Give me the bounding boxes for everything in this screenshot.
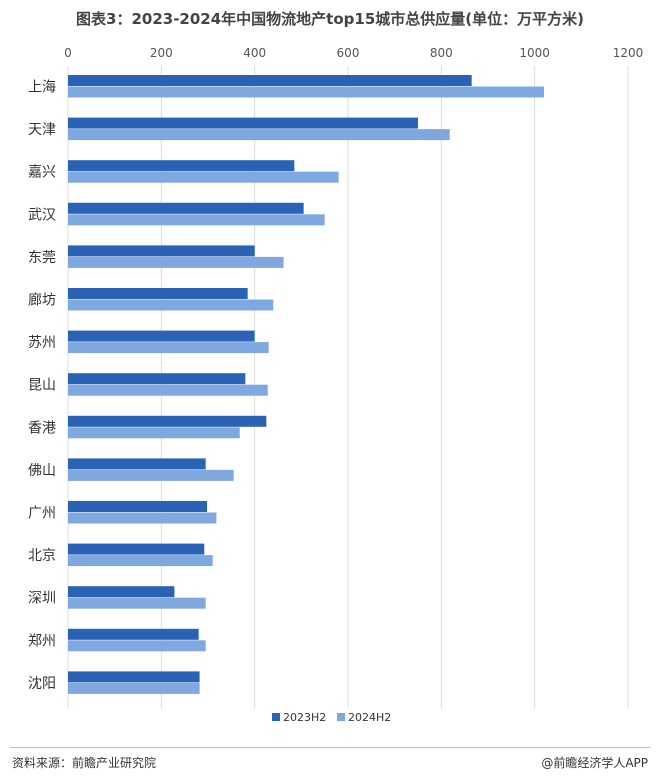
bar-2024H2 xyxy=(68,384,268,396)
bar-2023H2 xyxy=(68,117,418,129)
chart-title: 图表3：2023-2024年中国物流地产top15城市总供应量(单位：万平方米) xyxy=(76,10,584,28)
x-tick-label: 800 xyxy=(430,46,453,60)
bar-2024H2 xyxy=(68,682,200,694)
footer-divider xyxy=(10,747,650,748)
category-label: 东莞 xyxy=(28,250,56,266)
x-tick-label: 200 xyxy=(150,46,173,60)
bar-2023H2 xyxy=(68,245,255,257)
bar-2023H2 xyxy=(68,586,175,598)
bar-2024H2 xyxy=(68,299,274,311)
category-label: 武汉 xyxy=(28,207,56,223)
brand-credit: @前瞻经济学人APP xyxy=(541,756,648,770)
bar-2024H2 xyxy=(68,171,339,183)
bar-2024H2 xyxy=(68,555,213,567)
category-label: 北京 xyxy=(28,548,56,564)
bar-2023H2 xyxy=(68,288,248,299)
bar-2023H2 xyxy=(68,671,200,683)
bar-2024H2 xyxy=(68,256,284,268)
bar-2024H2 xyxy=(68,129,450,141)
category-label: 嘉兴 xyxy=(28,165,56,181)
category-label: 昆山 xyxy=(28,378,56,394)
bar-2023H2 xyxy=(68,330,255,342)
bar-2024H2 xyxy=(68,427,240,439)
bar-2024H2 xyxy=(68,512,217,524)
x-tick-label: 1000 xyxy=(519,46,550,60)
category-label: 郑州 xyxy=(28,633,56,649)
x-tick-label: 600 xyxy=(337,46,360,60)
bar-2024H2 xyxy=(68,597,206,609)
category-label: 天津 xyxy=(28,122,56,138)
legend-label: 2023H2 xyxy=(283,711,326,724)
bar-2024H2 xyxy=(68,342,269,354)
legend-swatch xyxy=(272,713,280,721)
bar-2023H2 xyxy=(68,501,208,512)
category-label: 深圳 xyxy=(28,591,56,607)
x-tick-label: 0 xyxy=(64,46,72,60)
category-label: 佛山 xyxy=(28,463,56,479)
bar-2024H2 xyxy=(68,640,206,652)
bar-2024H2 xyxy=(68,86,544,98)
bar-2023H2 xyxy=(68,373,246,385)
bar-2023H2 xyxy=(68,75,472,86)
bar-2023H2 xyxy=(68,628,199,640)
bar-2023H2 xyxy=(68,458,206,470)
category-label: 苏州 xyxy=(28,335,56,351)
category-label: 沈阳 xyxy=(28,676,56,692)
category-label: 广州 xyxy=(28,506,56,522)
category-label: 廊坊 xyxy=(28,292,56,309)
source-note: 资料来源：前瞻产业研究院 xyxy=(12,756,157,770)
bar-2024H2 xyxy=(68,214,325,226)
bar-2024H2 xyxy=(68,469,234,481)
bar-2023H2 xyxy=(68,415,267,427)
legend-swatch xyxy=(337,713,345,721)
bar-2023H2 xyxy=(68,160,295,172)
category-label: 香港 xyxy=(28,420,56,436)
legend-label: 2024H2 xyxy=(348,711,391,724)
category-label: 上海 xyxy=(28,80,56,96)
bar-2023H2 xyxy=(68,202,304,214)
x-tick-label: 400 xyxy=(243,46,266,60)
x-tick-label: 1200 xyxy=(613,46,644,60)
bar-2023H2 xyxy=(68,543,205,555)
